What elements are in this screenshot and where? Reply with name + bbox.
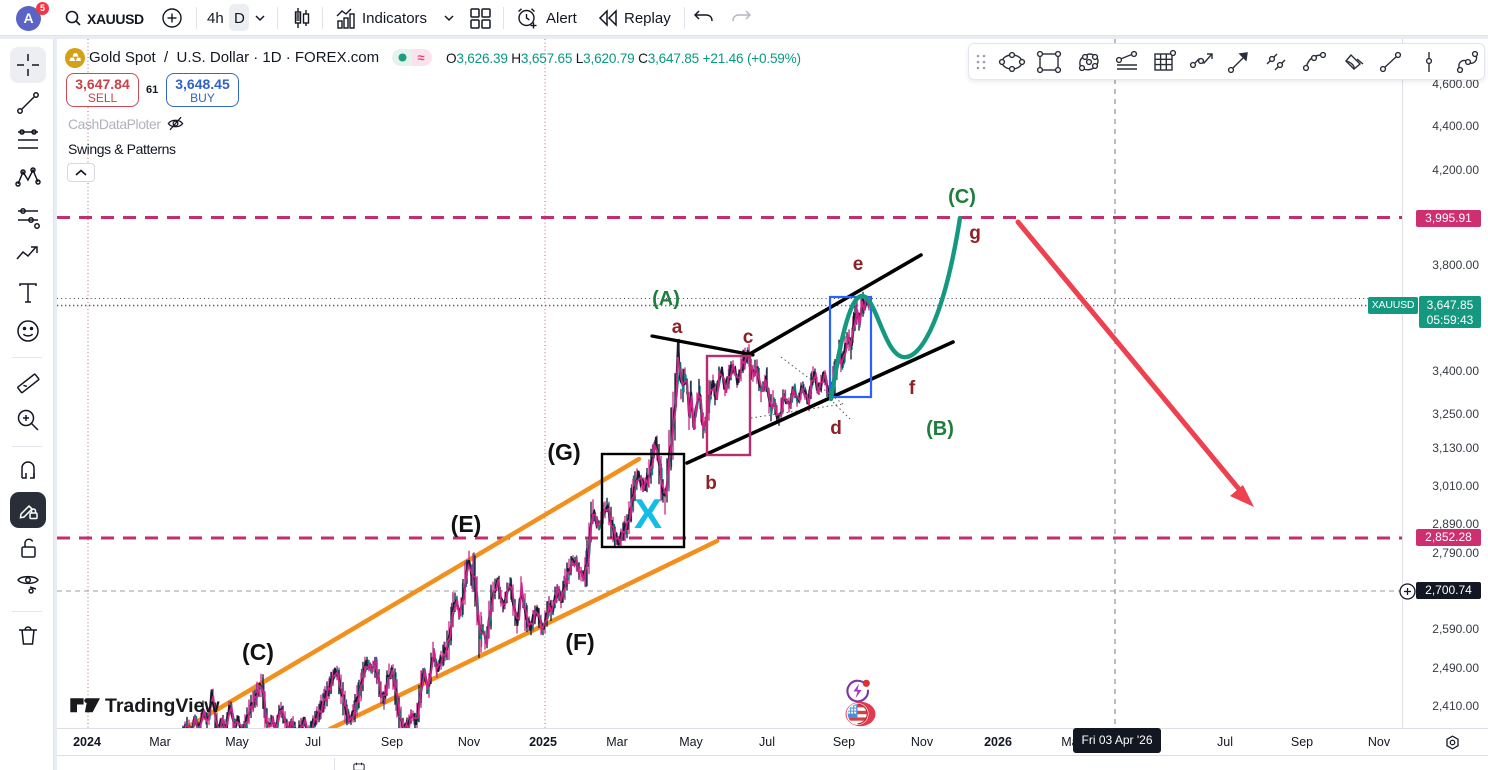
- svg-text:c: c: [743, 327, 754, 348]
- svg-text:≈: ≈: [417, 50, 424, 65]
- svg-text:e: e: [853, 254, 864, 275]
- svg-text:TradingView: TradingView: [105, 695, 220, 717]
- svg-text:(A): (A): [652, 288, 680, 310]
- svg-text:(B): (B): [926, 418, 954, 440]
- svg-text:(E): (E): [451, 511, 482, 537]
- svg-text:(C): (C): [242, 639, 274, 665]
- svg-text:g: g: [969, 223, 981, 244]
- svg-text:X: X: [634, 490, 662, 537]
- svg-text:a: a: [672, 317, 683, 338]
- svg-text:(C): (C): [948, 186, 976, 208]
- svg-text:d: d: [830, 418, 842, 439]
- svg-text:f: f: [909, 378, 916, 399]
- svg-text:b: b: [705, 473, 717, 494]
- svg-text:(F): (F): [565, 629, 594, 655]
- svg-text:(G): (G): [547, 439, 580, 465]
